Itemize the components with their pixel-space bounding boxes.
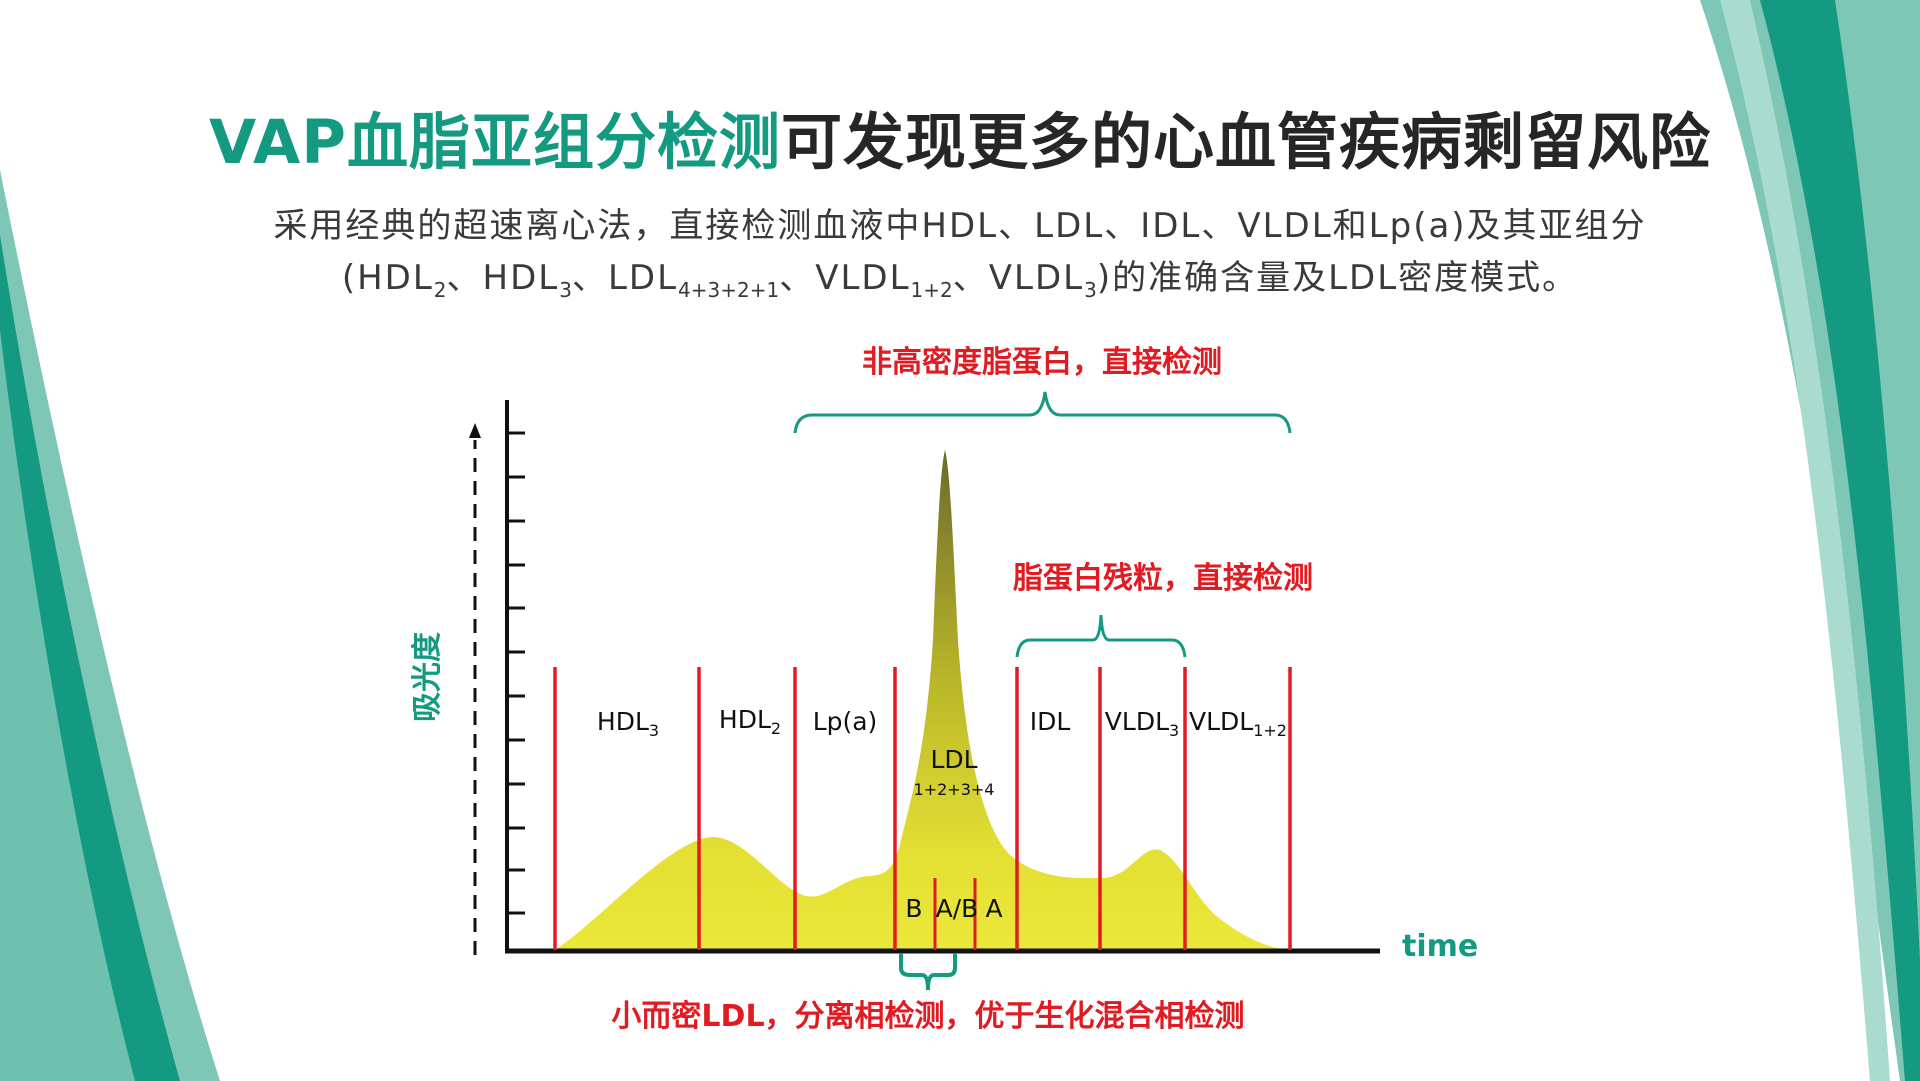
brace-remnant xyxy=(1015,614,1187,658)
subtitle-sep-4: 、 xyxy=(952,258,989,298)
subtitle-hdl3: HDL xyxy=(482,258,560,298)
x-axis-label: time xyxy=(1402,929,1478,964)
subtitle-line-2: (HDL2、HDL3、LDL4+3+2+1、VLDL1+2、VLDL3)的准确含… xyxy=(0,250,1920,302)
subtitle-vldl3: VLDL xyxy=(988,258,1085,298)
subtitle-hdl2: HDL xyxy=(357,258,434,298)
region-label-ldl-sub: 1+2+3+4 xyxy=(914,780,995,799)
subtitle-sep-1: 、 xyxy=(446,258,483,298)
y-axis-ticks xyxy=(507,431,525,915)
subtitle-hdl3-sub: 3 xyxy=(559,278,572,302)
subtitle-vldl3-sub: 3 xyxy=(1084,278,1097,302)
ldl-pattern-b: B xyxy=(905,894,922,923)
subtitle-hdl2-sub: 2 xyxy=(433,278,447,302)
ldl-pattern-a: A xyxy=(985,894,1002,923)
subtitle-ldl-sub: 4+3+2+1 xyxy=(678,278,780,302)
region-label-hdl2: HDL2 xyxy=(719,705,781,738)
subtitle-line-1: 采用经典的超速离心法，直接检测血液中HDL、LDL、IDL、VLDL和Lp(a)… xyxy=(273,206,1647,246)
ldl-pattern-ab: A/B xyxy=(936,894,979,923)
subtitle-sep-2: 、 xyxy=(571,258,608,298)
dashed-arrow-head xyxy=(469,423,481,438)
note-remnant: 脂蛋白残粒，直接检测 xyxy=(1013,561,1313,596)
title-rest: 可发现更多的心血管疾病剩留风险 xyxy=(780,107,1711,178)
region-label-idl: IDL xyxy=(1030,707,1071,736)
subtitle-vldl12-sub: 1+2 xyxy=(910,278,953,302)
brace-non-hdl xyxy=(793,391,1292,434)
right-swoosh-dark xyxy=(1760,0,1920,1081)
brace-sdldl xyxy=(899,953,957,991)
note-sdldl: 小而密LDL，分离相检测，优于生化混合相检测 xyxy=(611,999,1244,1034)
subtitle-ldl: LDL xyxy=(607,258,679,298)
region-dividers xyxy=(553,667,1292,950)
subtitle-open: ( xyxy=(341,258,358,298)
y-axis-label: 吸光度 xyxy=(410,632,445,722)
region-label-lpa: Lp(a) xyxy=(813,707,878,736)
region-label-vldl12: VLDL1+2 xyxy=(1189,707,1287,740)
ldl-pattern-dividers xyxy=(933,878,977,950)
right-swoosh-inner xyxy=(1720,0,1890,1081)
subtitle-sep-3: 、 xyxy=(779,258,816,298)
page-title: VAP血脂亚组分检测可发现更多的心血管疾病剩留风险 xyxy=(0,92,1920,181)
region-label-hdl3: HDL3 xyxy=(597,707,659,740)
subtitle-vldl12: VLDL xyxy=(815,258,911,298)
region-label-vldl3: VLDL3 xyxy=(1105,707,1179,740)
title-accent: VAP血脂亚组分检测 xyxy=(208,107,781,178)
absorbance-curve xyxy=(555,450,1290,950)
subtitle-tail: )的准确含量及LDL密度模式。 xyxy=(1096,258,1579,298)
region-label-ldl: LDL xyxy=(930,745,977,774)
left-swoosh-inner xyxy=(0,330,135,1081)
note-non-hdl: 非高密度脂蛋白，直接检测 xyxy=(862,345,1222,380)
